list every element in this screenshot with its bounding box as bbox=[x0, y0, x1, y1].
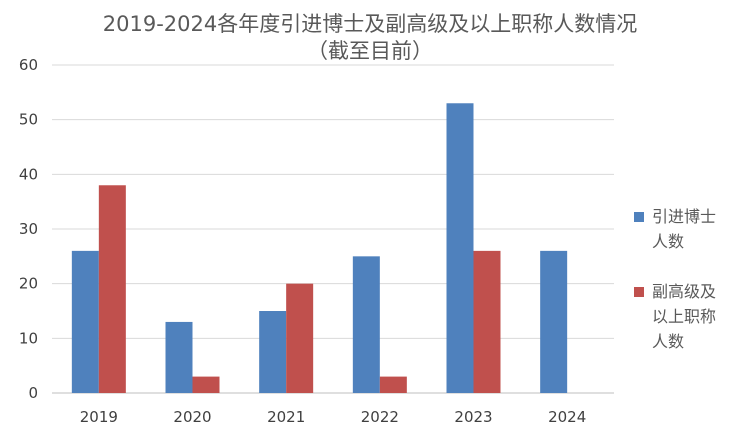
legend-swatch bbox=[634, 212, 644, 222]
bar bbox=[259, 311, 287, 393]
x-tick-label: 2020 bbox=[173, 408, 211, 426]
chart-title: 2019-2024各年度引进博士及副高级及以上职称人数情况 bbox=[103, 12, 637, 36]
legend-label: 副高级及 bbox=[652, 282, 716, 301]
legend-label: 人数 bbox=[652, 332, 684, 351]
x-tick-label: 2022 bbox=[361, 408, 399, 426]
y-tick-label: 60 bbox=[19, 56, 38, 74]
legend-swatch bbox=[634, 287, 644, 297]
bar bbox=[98, 185, 126, 393]
x-tick-label: 2024 bbox=[548, 408, 586, 426]
y-tick-label: 40 bbox=[19, 165, 38, 183]
x-axis-ticks: 2019 2020 2021 2022 2023 2024 bbox=[80, 408, 587, 426]
y-tick-label: 0 bbox=[28, 384, 38, 402]
x-tick-label: 2021 bbox=[267, 408, 305, 426]
bar bbox=[71, 250, 99, 393]
y-tick-label: 30 bbox=[19, 220, 38, 238]
gridlines bbox=[52, 64, 614, 394]
bar bbox=[352, 256, 380, 393]
bars bbox=[71, 103, 568, 394]
y-tick-label: 10 bbox=[19, 329, 38, 347]
y-tick-label: 50 bbox=[19, 111, 38, 129]
bar bbox=[540, 250, 568, 393]
bar bbox=[165, 321, 193, 393]
x-tick-label: 2023 bbox=[454, 408, 492, 426]
y-tick-label: 20 bbox=[19, 275, 38, 293]
legend-label: 以上职称 bbox=[652, 307, 716, 326]
bar bbox=[446, 103, 474, 394]
bar bbox=[192, 376, 220, 393]
chart-subtitle: （截至目前） bbox=[307, 39, 433, 63]
bar bbox=[379, 376, 407, 393]
x-tick-label: 2019 bbox=[80, 408, 118, 426]
legend-label: 引进博士 bbox=[652, 207, 716, 226]
bar bbox=[286, 283, 314, 393]
y-axis-ticks: 0 10 20 30 40 50 60 bbox=[19, 56, 38, 402]
legend-label: 人数 bbox=[652, 232, 684, 251]
bar bbox=[473, 250, 501, 393]
